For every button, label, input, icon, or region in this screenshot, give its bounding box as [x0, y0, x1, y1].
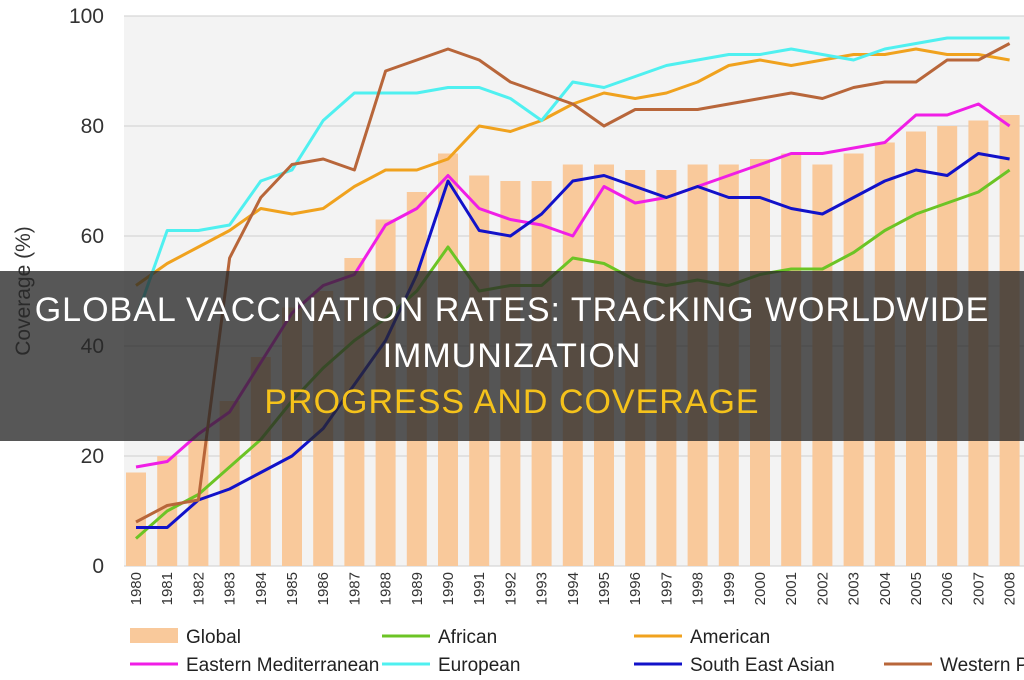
x-tick-label: 1994: [565, 572, 582, 605]
legend-label: American: [690, 627, 770, 648]
x-tick-label: 1989: [409, 572, 426, 605]
series-line-south-east-asian: [136, 152, 1010, 529]
x-tick-label: 2000: [752, 572, 769, 605]
x-tick-label: 1992: [502, 572, 519, 605]
x-tick-label: 1983: [222, 572, 239, 605]
x-tick-label: 1980: [128, 572, 145, 605]
y-tick-label: 0: [92, 555, 104, 578]
y-tick-label: 100: [69, 5, 104, 28]
x-tick-label: 1988: [378, 572, 395, 605]
legend-label: Global: [186, 627, 241, 648]
x-axis-ticks: 1980 1981 1982 1983 1984 1985 1986 1987 1988 1989…: [128, 572, 1019, 605]
x-tick-label: 1998: [690, 572, 707, 605]
legend-label: Eastern Mediterranean: [186, 655, 379, 676]
legend-swatch-global: [130, 628, 178, 643]
x-tick-label: 1985: [284, 572, 301, 605]
x-tick-label: 2006: [939, 572, 956, 605]
x-tick-label: 1981: [159, 572, 176, 605]
y-tick-label: 80: [81, 115, 104, 138]
x-tick-label: 1990: [440, 572, 457, 605]
x-tick-label: 1987: [346, 572, 363, 605]
x-tick-label: 1999: [721, 572, 738, 605]
x-tick-label: 2004: [877, 572, 894, 605]
x-tick-label: 1984: [253, 572, 270, 605]
title-banner: GLOBAL VACCINATION RATES: TRACKING WORLD…: [0, 271, 1024, 441]
x-tick-label: 1997: [658, 572, 675, 605]
x-tick-label: 1986: [315, 572, 332, 605]
legend-label: Western Pa: [940, 655, 1024, 676]
x-tick-label: 2002: [814, 572, 831, 605]
legend-label: European: [438, 655, 520, 676]
banner-title-line1: GLOBAL VACCINATION RATES: TRACKING WORLD…: [34, 291, 990, 375]
banner-title-line2: PROGRESS AND COVERAGE: [264, 383, 760, 421]
y-tick-label: 60: [81, 225, 104, 248]
bar-global: [126, 472, 146, 566]
x-tick-label: 2008: [1002, 572, 1019, 605]
x-tick-label: 1982: [190, 572, 207, 605]
legend-label: African: [438, 627, 497, 648]
x-tick-label: 2001: [783, 572, 800, 605]
legend: Global African American Eastern Mediterrane…: [130, 627, 1024, 676]
x-tick-label: 1993: [534, 572, 551, 605]
series-line-western-pacific: [135, 42, 1011, 524]
x-tick-label: 2007: [970, 572, 987, 605]
bar-global: [219, 401, 240, 566]
x-tick-label: 1995: [596, 572, 613, 605]
x-tick-label: 1991: [471, 572, 488, 605]
x-tick-label: 2005: [908, 572, 925, 605]
y-tick-label: 20: [81, 445, 104, 468]
x-tick-label: 2003: [846, 572, 863, 605]
x-tick-label: 1996: [627, 572, 644, 605]
legend-label: South East Asian: [690, 655, 835, 676]
